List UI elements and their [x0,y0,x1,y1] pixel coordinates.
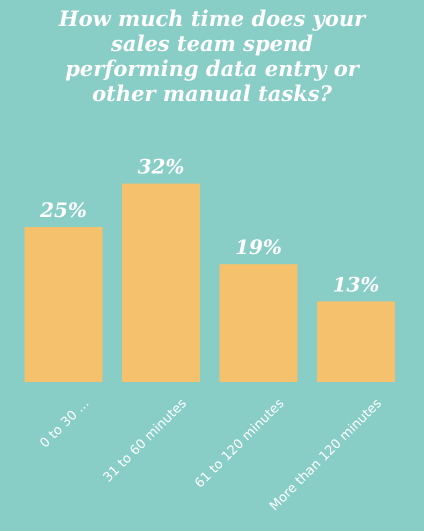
bar-value-label: 32% [138,155,185,179]
chart-title-line: How much time does your [58,6,366,31]
x-tick-label: 61 to 120 minutes [192,396,287,491]
bar [122,183,200,382]
bar-value-label: 13% [333,272,380,296]
bar-value-label: 19% [235,235,282,259]
chart-title-line: sales team spend [111,31,313,56]
bars-layer [24,183,395,382]
chart-title: How much time does your sales team spend… [0,6,424,106]
x-tick-label: More than 120 minutes [267,396,385,514]
bar-value-label: 25% [39,198,87,222]
bar [24,227,103,382]
x-tick-label: 0 to 30 ... [37,396,92,451]
bar [219,264,298,382]
bar [317,301,395,382]
data-labels-layer: 25% 32% 19% 13% [39,155,379,297]
x-tick-labels-layer: 0 to 30 ... 31 to 60 minutes 61 to 120 min… [37,396,385,514]
chart-title-line: performing data entry or [65,56,359,81]
x-tick-label: 31 to 60 minutes [101,396,190,485]
chart-title-line: other manual tasks? [92,81,332,106]
